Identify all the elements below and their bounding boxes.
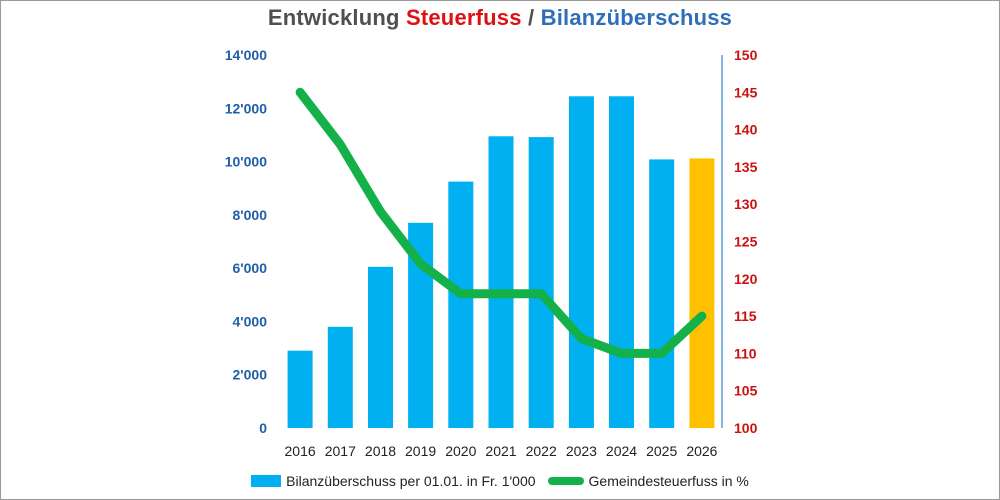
left-tick-label: 4'000: [233, 313, 268, 329]
line-point-2023: [580, 338, 582, 340]
left-tick-label: 10'000: [225, 154, 267, 170]
legend-item-bilanz: Bilanzüberschuss per 01.01. in Fr. 1'000: [251, 473, 536, 489]
line-point-2024: [621, 352, 623, 354]
title-part-4: Bilanzüberschuss: [540, 5, 733, 30]
x-tick-label: 2016: [285, 443, 316, 459]
left-tick-label: 6'000: [233, 260, 268, 276]
x-tick-label: 2021: [485, 443, 516, 459]
right-tick-label: 110: [734, 345, 757, 361]
title-part-3: /: [521, 5, 541, 30]
right-tick-label: 125: [734, 234, 758, 250]
right-tick-label: 120: [734, 271, 758, 287]
legend-label-steuerfuss: Gemeindesteuerfuss in %: [588, 473, 749, 489]
x-tick-label: 2017: [325, 443, 356, 459]
line-point-2020: [460, 293, 462, 295]
right-tick-label: 140: [734, 122, 758, 138]
left-tick-label: 14'000: [225, 47, 267, 63]
left-tick-label: 0: [259, 420, 267, 436]
x-tick-label: 2020: [445, 443, 476, 459]
x-tick-label: 2022: [526, 443, 557, 459]
line-point-2016: [299, 91, 301, 93]
line-point-2021: [500, 293, 502, 295]
steuerfuss-line: [295, 87, 707, 358]
legend-swatch-bilanz: [251, 475, 282, 487]
legend-label-bilanz: Bilanzüberschuss per 01.01. in Fr. 1'000: [286, 473, 536, 489]
bar-2022: [528, 137, 554, 428]
right-tick-label: 145: [734, 84, 758, 100]
bar-2023: [568, 96, 594, 429]
right-tick-label: 105: [734, 383, 758, 399]
x-tick-label: 2024: [606, 443, 637, 459]
x-tick-label: 2019: [405, 443, 436, 459]
bar-2017: [327, 326, 353, 428]
left-axis: 0 2'000 4'000 6'000 8'000 10'000 12'000 14'000: [225, 47, 267, 436]
x-tick-label: 2023: [566, 443, 597, 459]
line-point-2019: [420, 263, 422, 265]
bar-2018: [368, 266, 393, 428]
line-point-2026: [701, 315, 703, 317]
right-tick-label: 130: [734, 196, 758, 212]
right-tick-label: 135: [734, 159, 758, 175]
x-tick-label: 2018: [365, 443, 396, 459]
line-point-2022: [540, 293, 542, 295]
bar-2024: [609, 96, 634, 429]
right-tick-label: 100: [734, 420, 758, 436]
chart-legend: Bilanzüberschuss per 01.01. in Fr. 1'000…: [0, 471, 1000, 491]
line-point-2025: [661, 352, 663, 354]
bar-2021: [488, 136, 514, 429]
left-tick-label: 12'000: [225, 100, 267, 116]
legend-swatch-steuerfuss: [547, 477, 584, 485]
x-tick-label: 2026: [686, 443, 717, 459]
line-series: [295, 87, 707, 358]
x-tick-label: 2025: [646, 443, 677, 459]
bar-2020: [448, 181, 474, 428]
x-axis: 2016 2017 2018 2019 2020 2021 2022 2023 2024 2025…: [285, 443, 718, 459]
left-tick-label: 8'000: [233, 207, 268, 223]
right-tick-label: 150: [734, 47, 758, 63]
bar-2026: [689, 158, 715, 428]
left-tick-label: 2'000: [233, 367, 268, 383]
title-part-1: Entwicklung: [267, 5, 406, 30]
bar-2025: [649, 159, 675, 428]
right-tick-label: 115: [734, 308, 757, 324]
right-axis: 100 105 110 115 120 125 130 135 140 145 150: [721, 47, 758, 436]
legend-item-steuerfuss: Gemeindesteuerfuss in %: [547, 473, 749, 489]
line-point-2018: [380, 211, 382, 213]
bar-2016: [287, 350, 313, 428]
line-point-2017: [339, 144, 341, 146]
chart-title: Entwicklung Steuerfuss / Bilanzüberschus…: [0, 5, 1000, 31]
title-part-2: Steuerfuss: [405, 5, 522, 30]
bar-series: [287, 96, 715, 429]
